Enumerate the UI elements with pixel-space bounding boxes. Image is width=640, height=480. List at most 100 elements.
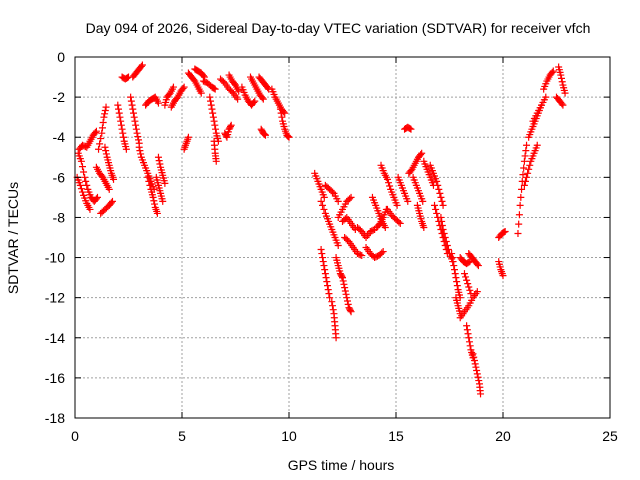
data-point [208, 105, 216, 113]
data-point [346, 195, 354, 203]
data-point [134, 136, 142, 144]
data-point [159, 197, 167, 205]
y-tick-label: -18 [45, 410, 65, 426]
data-point [344, 300, 352, 308]
data-point [433, 177, 441, 185]
data-point [136, 147, 144, 155]
data-point [520, 157, 528, 165]
data-point [465, 258, 473, 266]
data-point [153, 209, 161, 217]
data-point [559, 101, 567, 109]
data-point [520, 181, 528, 189]
data-point [96, 140, 104, 148]
data-point [329, 302, 337, 310]
data-point [341, 284, 349, 292]
data-point [500, 228, 508, 236]
data-point [325, 290, 333, 298]
data-point [99, 119, 107, 127]
data-point [448, 254, 456, 262]
data-point [98, 124, 106, 132]
data-point [134, 133, 142, 141]
series-arc-07 [97, 197, 116, 217]
y-tick-label: -4 [53, 129, 66, 145]
y-tick-label: -6 [53, 169, 66, 185]
data-point [76, 181, 84, 189]
data-point [102, 103, 110, 111]
data-point [473, 367, 481, 375]
y-axis-label: SDTVAR / TECUs [5, 182, 21, 294]
data-point [102, 150, 110, 158]
data-point [260, 130, 268, 138]
data-point [465, 338, 473, 346]
data-point [145, 177, 153, 185]
y-tick-label: -14 [45, 330, 65, 346]
data-point [431, 201, 439, 209]
data-point [259, 95, 267, 103]
series-arc-52 [405, 149, 426, 177]
data-point [347, 193, 355, 201]
data-point [558, 100, 566, 108]
data-point [395, 218, 403, 226]
data-point [261, 131, 269, 139]
data-point [319, 201, 327, 209]
series-arc-29 [246, 73, 267, 103]
y-tick-label: 0 [57, 49, 65, 65]
data-point [339, 274, 346, 282]
data-point [439, 225, 447, 233]
data-point [276, 105, 284, 113]
series-arc-43 [341, 234, 366, 260]
data-point [450, 262, 458, 270]
data-point [533, 141, 541, 149]
data-point [206, 93, 214, 101]
series-arc-25 [217, 75, 242, 103]
data-point [518, 185, 526, 193]
data-point [474, 373, 482, 381]
data-point [277, 109, 285, 117]
data-point [97, 135, 105, 143]
data-point [525, 165, 533, 173]
data-point [128, 101, 136, 109]
data-point [473, 370, 481, 378]
data-point [477, 390, 485, 398]
data-point [448, 250, 456, 258]
data-point [438, 217, 446, 225]
data-point [101, 106, 109, 114]
data-point [453, 282, 461, 290]
data-point [212, 125, 220, 133]
data-point [81, 173, 89, 181]
series-arc-32 [268, 85, 289, 117]
series-arc-04 [92, 163, 113, 193]
series-arc-24 [210, 137, 220, 165]
data-point [324, 286, 332, 294]
data-point [107, 199, 115, 207]
series-arc-68 [495, 227, 509, 241]
data-point [110, 175, 118, 183]
data-point [132, 121, 140, 129]
series-arc-49 [383, 205, 404, 227]
data-point [105, 185, 113, 193]
data-point [207, 97, 215, 105]
data-point [440, 229, 448, 237]
data-point [117, 121, 125, 129]
data-point [227, 121, 235, 129]
data-point [438, 197, 446, 205]
data-point [346, 306, 354, 314]
data-point [86, 205, 94, 213]
data-point [407, 125, 415, 133]
x-axis-label: GPS time / hours [288, 457, 395, 473]
series-arc-53 [409, 173, 427, 205]
data-point [420, 223, 428, 231]
series-arc-06 [101, 143, 118, 183]
x-tick-label: 5 [178, 428, 186, 444]
series-arc-47 [373, 205, 390, 231]
data-point [209, 109, 217, 117]
data-point [467, 290, 475, 298]
data-point [464, 280, 472, 288]
data-point [471, 360, 479, 368]
data-point [542, 93, 550, 101]
data-point [144, 173, 152, 181]
series-arc-08 [118, 73, 132, 83]
data-point [129, 105, 137, 113]
data-point [321, 266, 329, 274]
data-point [197, 89, 205, 97]
